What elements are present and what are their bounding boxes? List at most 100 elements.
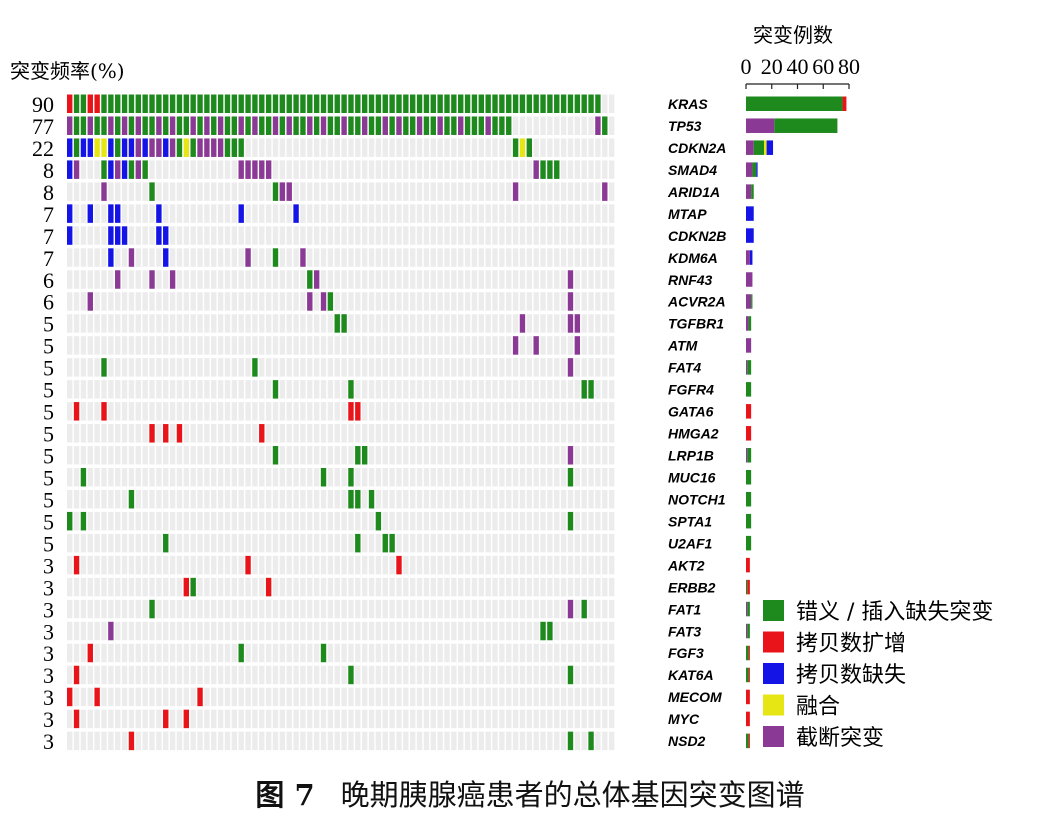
empty-cell (512, 446, 519, 465)
empty-cell (382, 226, 388, 245)
mutation-cell (307, 94, 313, 113)
empty-cell (334, 489, 340, 509)
empty-cell (396, 182, 402, 201)
empty-cell (135, 182, 141, 201)
empty-cell (608, 424, 615, 443)
empty-cell (595, 226, 601, 245)
empty-cell (341, 511, 347, 531)
empty-cell (540, 380, 546, 399)
mutation-cell (204, 94, 210, 113)
empty-cell (142, 204, 148, 223)
empty-cell (458, 643, 464, 663)
empty-cell (272, 358, 279, 377)
empty-cell (471, 446, 478, 465)
empty-cell (464, 138, 471, 157)
empty-cell (259, 511, 265, 531)
empty-cell (554, 182, 560, 201)
empty-cell (444, 226, 450, 245)
empty-cell (320, 314, 327, 333)
empty-cell (361, 402, 368, 421)
empty-cell (121, 687, 128, 707)
empty-cell (478, 204, 484, 223)
empty-cell (512, 489, 519, 509)
empty-cell (519, 555, 526, 575)
mutation-cell (169, 94, 176, 113)
mutation-cell (238, 94, 244, 113)
empty-cell (334, 248, 340, 267)
empty-cell (478, 226, 484, 245)
mutation-cell (389, 533, 395, 553)
empty-cell (382, 270, 388, 289)
empty-cell (368, 292, 375, 311)
mutation-cell (313, 116, 320, 135)
empty-cell (169, 489, 176, 509)
empty-cell (437, 446, 443, 465)
mutation-cell (67, 94, 73, 113)
empty-cell (211, 577, 217, 597)
empty-cell (115, 621, 121, 641)
empty-cell (341, 402, 347, 421)
empty-cell (115, 248, 121, 267)
legend-swatch (763, 600, 784, 621)
empty-cell (567, 336, 574, 355)
empty-cell (478, 270, 484, 289)
empty-cell (410, 226, 416, 245)
empty-cell (485, 292, 491, 311)
empty-cell (245, 643, 251, 663)
count-bar-segment (746, 118, 775, 133)
empty-cell (190, 467, 196, 487)
empty-cell (211, 643, 217, 663)
mutation-cell (533, 160, 539, 179)
empty-cell (382, 248, 388, 267)
empty-cell (581, 467, 587, 487)
frequency-label: 90 (32, 92, 54, 117)
empty-cell (334, 446, 340, 465)
mutation-cell (252, 160, 258, 179)
frequency-label: 5 (43, 444, 54, 469)
empty-cell (94, 402, 100, 421)
empty-cell (444, 621, 450, 641)
empty-cell (526, 621, 533, 641)
mutation-cell (245, 94, 251, 113)
empty-cell (320, 336, 327, 355)
legend-label: 融合 (796, 695, 840, 720)
empty-cell (382, 643, 388, 663)
empty-cell (204, 621, 210, 641)
empty-cell (554, 204, 560, 223)
empty-cell (464, 511, 471, 531)
empty-cell (581, 314, 587, 333)
empty-cell (94, 424, 100, 443)
mutation-cell (547, 160, 553, 179)
empty-cell (595, 643, 601, 663)
empty-cell (108, 314, 114, 333)
empty-cell (492, 467, 498, 487)
empty-cell (293, 314, 299, 333)
empty-cell (540, 358, 546, 377)
empty-cell (176, 577, 183, 597)
empty-cell (403, 402, 409, 421)
empty-cell (430, 270, 436, 289)
empty-cell (224, 270, 231, 289)
empty-cell (272, 731, 279, 751)
empty-cell (231, 314, 238, 333)
empty-cell (512, 577, 519, 597)
mutation-cell (211, 116, 217, 135)
empty-cell (80, 314, 87, 333)
empty-cell (87, 555, 93, 575)
empty-cell (293, 599, 299, 619)
empty-cell (410, 489, 416, 509)
empty-cell (245, 687, 251, 707)
empty-cell (313, 424, 320, 443)
empty-cell (265, 248, 272, 267)
empty-cell (300, 160, 306, 179)
mutation-cell (272, 446, 279, 465)
empty-cell (574, 116, 581, 135)
empty-cell (554, 138, 560, 157)
empty-cell (279, 709, 286, 729)
empty-cell (217, 467, 224, 487)
empty-cell (307, 687, 313, 707)
empty-cell (265, 511, 272, 531)
empty-cell (519, 424, 526, 443)
mutation-cell (101, 358, 107, 377)
count-bar-segment (753, 140, 765, 155)
